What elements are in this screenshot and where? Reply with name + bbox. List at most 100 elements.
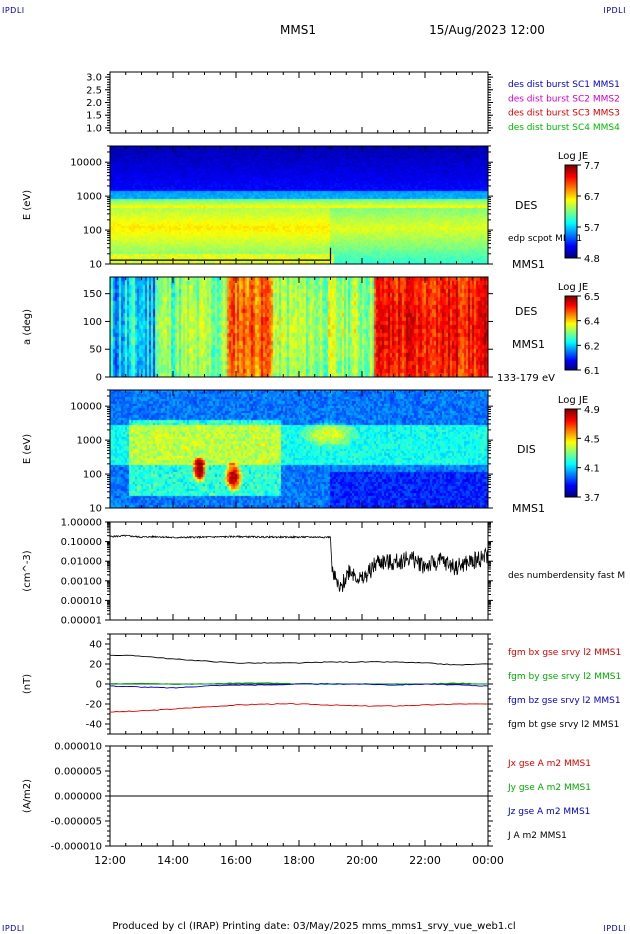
corner-tag-bottom-left: IPDLI [2,924,25,933]
scpot-line [110,247,332,261]
colorbar-tick-label: 4.1 [584,464,600,475]
legend-entry: fgm bz gse srvy l2 MMS1 [508,696,621,706]
y-tick-label: -0.000005 [51,817,102,828]
y-tick-label: 100 [83,470,102,481]
colorbar-tick-label: 6.7 [584,192,600,203]
colorbar-tick-label: 6.4 [584,317,600,328]
y-tick-label: -40 [86,720,102,731]
y-tick-label: 1.00000 [61,518,102,529]
plot-title: MMS1 [280,23,316,37]
colorbar-dis-frame [564,408,578,498]
y-tick-label: 0.000000 [54,792,102,803]
y-tick-label: 0.10000 [61,537,102,548]
colorbar-tick-label: 4.9 [584,405,600,416]
colorbar-tick-label: 6.2 [584,341,600,352]
y-tick-label: 0 [96,373,102,384]
y-tick-label: -0.000010 [51,842,102,853]
colorbar-tick-label: 6.1 [584,366,600,377]
colorbar-title: Log JE [558,151,588,162]
legend-entry: fgm bt gse srvy l2 MMS1 [508,720,619,730]
panel-label-dis: DIS [517,443,536,456]
x-tick-label: 22:00 [409,854,441,867]
legend-entry: fgm by gse srvy l2 MMS1 [508,672,621,682]
y-tick-label: 10000 [70,402,102,413]
legend-entry: fgm bx gse srvy l2 MMS1 [508,648,621,658]
pitch-angle-image [110,277,488,377]
panel-label-mms1: MMS1 [512,338,545,351]
colorbar-des [565,165,577,258]
colorbar-pad-frame [564,295,578,371]
corner-tag-top-right: IPDLI [603,6,626,15]
bfield-series-line [110,654,489,666]
colorbar-pad [565,296,577,370]
y-axis-label: E (eV) [22,434,33,464]
y-tick-label: 2.0 [86,98,102,109]
panel-sc-frame [109,71,489,134]
colorbar-tick-label: 7.7 [584,161,600,172]
colorbar-title: Log JE [558,282,588,293]
x-tick-label: 20:00 [346,854,378,867]
y-tick-label: 20 [89,660,102,671]
legend-entry: des dist burst SC1 MMS1 [508,80,620,90]
plot-date: 15/Aug/2023 12:00 [429,23,545,37]
y-tick-label: 10 [89,504,102,515]
y-tick-label: 2.5 [86,85,102,96]
y-tick-label: 0.00100 [61,576,102,587]
footer-credit: Produced by cl (IRAP) Printing date: 03/… [112,921,515,932]
panel-label-des: DES [515,199,537,212]
colorbar-tick-label: 4.8 [584,254,600,265]
y-tick-label: 0.000010 [54,742,102,753]
colorbar-dis [565,409,577,497]
legend-entry: des dist burst SC2 MMS2 [508,94,620,104]
x-tick-label: 00:00 [472,854,504,867]
y-tick-label: 100 [83,317,102,328]
y-tick-label: 10000 [70,158,102,169]
bfield-series-line [110,703,488,713]
y-axis-label: a (deg) [22,309,33,345]
y-axis-label: (nT) [22,674,33,694]
des-spectrogram-image [110,146,488,264]
y-tick-label: 0.01000 [61,557,102,568]
colorbar-tick-label: 6.5 [584,292,600,303]
colorbar-tick-label: 4.5 [584,434,600,445]
panel-label-mms1: MMS1 [512,258,545,271]
y-tick-label: 150 [83,289,102,300]
dis-spectrogram-image [110,390,488,508]
y-tick-label: 1.0 [86,123,102,134]
scpot-legend: edp scpot MMS1 [508,234,582,244]
y-tick-label: 10 [89,260,102,271]
y-tick-label: 100 [83,226,102,237]
y-tick-label: 0 [96,680,102,691]
x-tick-label: 18:00 [283,854,315,867]
legend-entry: Jx gse A m2 MMS1 [507,759,591,769]
colorbar-des-frame [564,164,578,259]
y-tick-label: 0.00001 [61,616,102,627]
x-tick-label: 12:00 [94,854,126,867]
legend-entry: Jy gse A m2 MMS1 [507,783,591,793]
y-tick-label: 1000 [77,436,102,447]
colorbar-tick-label: 3.7 [584,493,600,504]
corner-tag-bottom-right: IPDLI [603,924,626,933]
legend-entry: des numberdensity fast M [508,571,625,581]
y-tick-label: 0.00010 [61,596,102,607]
energy-range-label: 133-179 eV [497,373,555,384]
colorbar-title: Log JE [558,395,588,406]
colorbar-tick-label: 5.7 [584,223,600,234]
bfield-series-line [109,683,489,689]
panel-label-des: DES [515,305,537,318]
y-axis-label: (A/m2) [22,779,33,813]
panel-label-mms1: MMS1 [512,502,545,515]
y-tick-label: -20 [86,700,102,711]
y-tick-label: 0.000005 [54,767,102,778]
density-line [109,534,489,593]
legend-entry: des dist burst SC3 MMS3 [508,109,620,119]
y-tick-label: 50 [89,345,102,356]
x-tick-label: 14:00 [157,854,189,867]
y-tick-label: 1000 [77,192,102,203]
legend-entry: Jz gse A m2 MMS1 [507,807,590,817]
y-tick-label: 1.5 [86,111,102,122]
legend-entry: des dist burst SC4 MMS4 [508,123,620,133]
corner-tag-top-left: IPDLI [2,6,25,15]
y-tick-label: 40 [89,640,102,651]
